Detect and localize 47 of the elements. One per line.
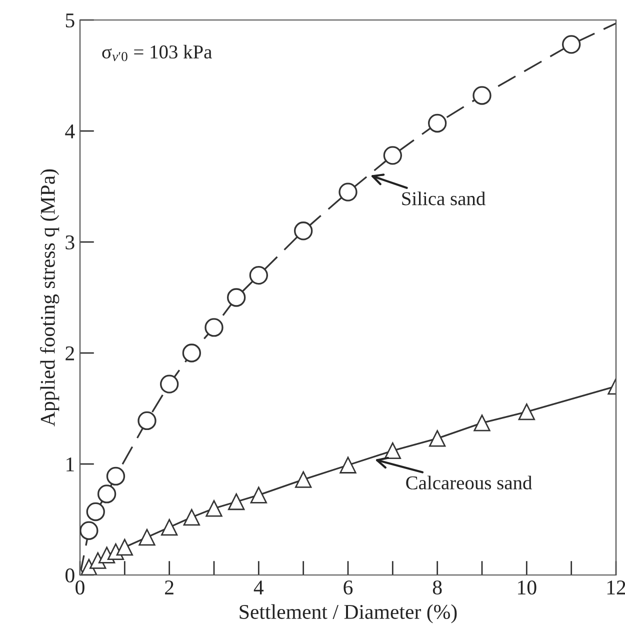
x-tick-label: 12: [607, 580, 625, 594]
y-tick-label: 1: [66, 457, 74, 472]
point: [429, 430, 446, 447]
annotation: Calcareous sand: [406, 476, 532, 490]
point: [86, 502, 105, 522]
point: [204, 318, 224, 337]
point: [295, 471, 312, 488]
x-tick-label: 2: [165, 580, 174, 594]
x-tick-label: 6: [344, 580, 353, 595]
point: [338, 182, 358, 202]
point: [206, 500, 222, 517]
point: [161, 518, 178, 536]
point: [294, 222, 313, 240]
point: [97, 484, 116, 504]
x-tick-label: 4: [254, 580, 264, 594]
point: [249, 266, 268, 285]
x-tick-label: 0: [76, 580, 84, 595]
point: [160, 374, 179, 394]
point: [138, 411, 156, 430]
y-tick-label: 5: [66, 14, 74, 28]
point: [228, 493, 245, 510]
point: [383, 146, 402, 165]
point: [250, 486, 267, 504]
y-axis-title: Applied footing stress q (MPa): [40, 169, 60, 426]
point: [116, 538, 133, 556]
point: [518, 403, 535, 420]
x-tick-label: 10: [518, 580, 536, 595]
annotation: Silica sand: [402, 192, 486, 206]
y-tick-label: 3: [66, 235, 74, 250]
point: [106, 466, 126, 486]
point: [472, 86, 492, 105]
point: [474, 414, 490, 432]
point: [183, 508, 200, 526]
point: [80, 521, 98, 540]
annotation: σ$_{v′0}$ = 103 kPa: [102, 44, 212, 62]
point: [138, 528, 156, 546]
point: [226, 288, 246, 307]
y-tick-label: 4: [65, 124, 75, 138]
point: [182, 344, 202, 362]
point: [428, 114, 447, 133]
point: [340, 456, 356, 474]
point: [384, 442, 401, 460]
point: [562, 35, 581, 54]
y-tick-label: 2: [66, 346, 74, 360]
y-tick-label: 0: [66, 568, 74, 582]
x-axis-title: Settlement / Diameter (%): [240, 604, 457, 624]
x-tick-label: 8: [432, 580, 442, 595]
